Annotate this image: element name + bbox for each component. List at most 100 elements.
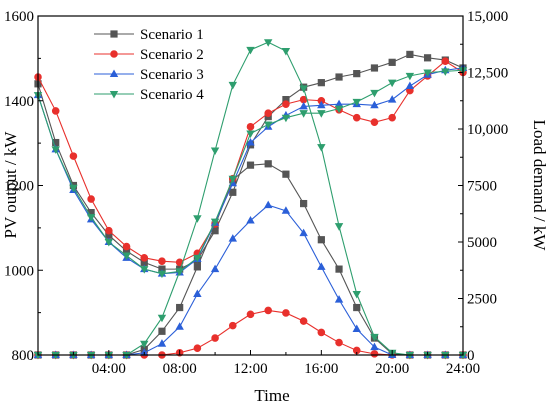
scenario-4-load-point <box>352 98 361 107</box>
plot-frame <box>37 15 464 356</box>
scenario-2-pv-point <box>335 338 343 347</box>
scenario-3-pv-point <box>370 342 379 351</box>
x-tick-label: 04:00 <box>92 361 126 377</box>
scenario-3-load-point <box>246 138 255 146</box>
left-axis-title: PV output / kW <box>1 131 20 239</box>
scenario-4-load-point <box>122 252 131 261</box>
legend: Scenario 1 Scenario 2 Scenario 3 Scenario 4 <box>94 27 204 103</box>
scenario-1-load-point <box>423 54 432 62</box>
x-axis-title: Time <box>254 386 289 405</box>
scenario-2-load-point <box>140 254 149 262</box>
right-tick-label: 7500 <box>467 179 497 195</box>
scenario-4-pv-point <box>370 333 379 342</box>
scenario-4-pv-point <box>175 268 184 276</box>
scenario-3-pv-point <box>210 264 220 273</box>
scenario-4-load-point <box>263 121 273 129</box>
scenario-1-load-point <box>229 188 237 196</box>
scenario-1-pv-point <box>246 161 255 169</box>
scenario-3-load-point <box>387 95 397 103</box>
scenario-4-load-point <box>228 175 238 184</box>
scenario-2-pv-point <box>193 344 202 353</box>
scenario-4-load-point <box>104 239 114 247</box>
scenario-2-load-point <box>441 57 450 66</box>
x-tick-label: 20:00 <box>375 361 409 377</box>
scenario-4-load-point <box>157 270 167 279</box>
scenario-3-pv-point <box>352 324 361 333</box>
legend-scenario-2-marker <box>110 50 118 58</box>
scenario-4-load-point <box>405 72 415 81</box>
left-tick-label: 1200 <box>4 179 34 195</box>
scenario-1-pv-point <box>317 236 325 244</box>
scenario-4-load-point <box>423 69 432 78</box>
x-tick-label: 08:00 <box>163 361 197 377</box>
scenario-1-load-point <box>370 64 379 72</box>
scenario-3-load-point <box>317 100 326 109</box>
scenario-4-pv-point <box>334 223 344 231</box>
right-tick-label: 5000 <box>467 235 497 251</box>
scenario-3-pv-line <box>38 204 463 356</box>
legend-scenario-3-label: Scenario 3 <box>140 67 204 83</box>
scenario-4-pv-point <box>193 215 202 223</box>
axes-group: 04:00 08:00 12:00 16:00 20:00 24:00 800 1000 120… <box>4 9 508 377</box>
legend-scenario-2-label: Scenario 2 <box>140 47 204 63</box>
scenario-1-pv-point <box>300 199 308 208</box>
scenario-4-pv-point <box>140 340 149 349</box>
scenario-4-pv-point <box>263 39 273 47</box>
scenario-4-load-point <box>140 266 149 274</box>
scenario-2-pv-point <box>370 350 379 358</box>
scenario-1-pv-line <box>38 163 463 356</box>
scenario-1-pv-point <box>264 160 272 168</box>
scenario-3-load-point <box>299 101 308 110</box>
scenario-1-pv-point <box>282 170 290 178</box>
scenario-4-pv-point <box>246 46 255 55</box>
scenario-2-pv-point <box>246 310 255 319</box>
left-tick-label: 800 <box>12 348 35 364</box>
scenario-1-pv-point <box>335 265 343 273</box>
scenario-3-pv-point <box>263 200 273 209</box>
scenario-4-load-point <box>441 68 450 76</box>
scenario-1-load-point <box>388 58 396 66</box>
x-tick-label: 12:00 <box>233 361 267 377</box>
scenario-2-load-point <box>388 113 396 122</box>
scenario-2-load-point <box>246 122 255 131</box>
scenario-3-load-point <box>405 81 415 90</box>
scenario-1-load-point <box>353 70 361 78</box>
scenario-4-load-point <box>69 184 78 193</box>
scenario-3-pv-point <box>299 228 308 237</box>
scenario-4-pv-point <box>352 290 361 299</box>
scenario-3-pv-point <box>317 262 326 270</box>
scenario-4-load-line <box>37 69 464 275</box>
scenario-4-load-point <box>246 130 255 139</box>
x-tick-label: 16:00 <box>304 361 338 377</box>
scenario-2-pv-point <box>282 309 290 317</box>
scenario-2-load-point <box>370 118 379 127</box>
scenario-1-pv-point <box>158 327 166 335</box>
right-tick-label: 2500 <box>467 292 497 308</box>
scenario-2-load-point <box>352 113 361 122</box>
scenario-4-pv-point <box>210 147 220 155</box>
scenario-4-load-point <box>281 114 291 123</box>
legend-scenario-4-marker <box>109 91 119 99</box>
left-tick-label: 1600 <box>4 9 34 25</box>
scenario-4-load-point <box>51 146 60 154</box>
scenario-3-load-line <box>37 67 464 275</box>
scenario-1-pv-point <box>353 303 361 312</box>
right-tick-label: 12,500 <box>467 66 508 82</box>
scenario-2-pv-point <box>228 321 237 330</box>
scenario-3-pv-point <box>246 216 255 224</box>
scenario-2-load-point <box>51 107 60 115</box>
scenario-2-load-point <box>122 242 131 251</box>
scenario-4-load-point <box>86 214 96 222</box>
scenario-4-load-point <box>387 79 397 88</box>
scenario-3-pv-point <box>157 339 167 347</box>
legend-scenario-3-marker <box>109 69 119 77</box>
legend-scenario-1-marker <box>110 30 118 38</box>
scenario-4-pv-point <box>317 144 326 152</box>
scenario-2-pv-point <box>299 317 308 325</box>
scenario-2-load-point <box>264 109 273 117</box>
scenario-3-pv-point <box>334 295 344 303</box>
scenario-4-load-point <box>193 254 202 263</box>
scenario-4-load-point <box>370 89 379 98</box>
scenario-1-pv-point <box>193 263 201 271</box>
